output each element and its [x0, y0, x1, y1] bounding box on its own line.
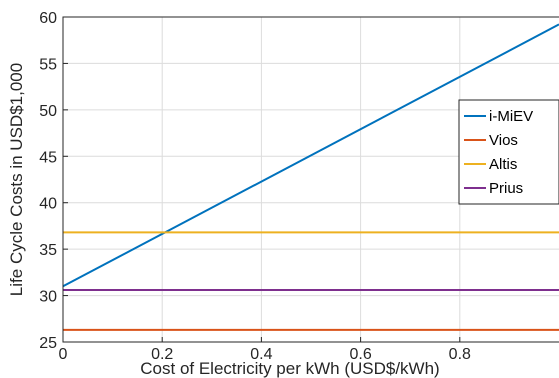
x-tick-label: 0.8	[449, 346, 471, 363]
y-axis-label: Life Cycle Costs in USD$1,000	[7, 63, 26, 296]
y-tick-label: 55	[39, 56, 57, 73]
x-tick-label: 0	[59, 346, 68, 363]
x-axis-label: Cost of Electricity per kWh (USD$/kWh)	[140, 359, 439, 378]
legend-entry-label: Altis	[489, 156, 517, 173]
y-tick-label: 40	[39, 196, 57, 213]
y-tick-label: 25	[39, 335, 57, 352]
y-tick-label: 50	[39, 103, 57, 120]
series-lines	[62, 23, 559, 331]
y-tick-label: 60	[39, 10, 57, 27]
series-line-i-miev	[62, 23, 559, 288]
y-tick-label: 35	[39, 242, 57, 259]
plot-frame	[62, 16, 559, 343]
legend-entry-label: i-MiEV	[489, 108, 533, 125]
y-tick-label: 45	[39, 149, 57, 166]
legend-box	[458, 99, 559, 205]
legend-entry-label: Vios	[489, 132, 518, 149]
legend: i-MiEV Vios Altis Prius	[458, 99, 559, 205]
y-tick-label: 30	[39, 289, 57, 306]
axes: 0 0.2 0.4 0.6 0.8 25 30 35 40 45 50 55 60	[39, 10, 471, 363]
x-tick-label: 0.6	[349, 346, 371, 363]
legend-entry-label: Prius	[489, 180, 523, 197]
x-tick-label: 0.2	[151, 346, 173, 363]
x-tick-label: 0.4	[250, 346, 272, 363]
